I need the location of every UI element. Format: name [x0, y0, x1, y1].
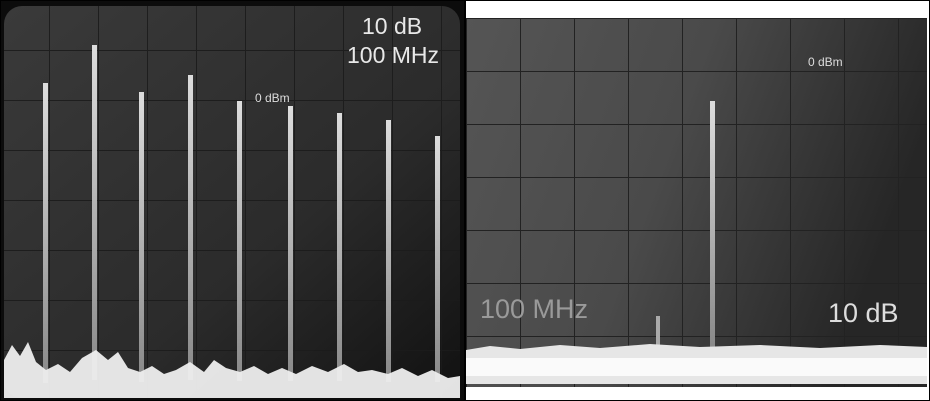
right-spike [710, 101, 715, 351]
left-spikes [43, 45, 440, 383]
right-noise-core [466, 358, 927, 376]
left-scale-label: 10 dB [362, 13, 422, 39]
left-panel: 10 dB 100 MHz 0 dBm [0, 0, 465, 401]
left-frequency-label: 100 MHz [347, 42, 439, 68]
right-grid [466, 18, 927, 387]
right-reference-label: 0 dBm [808, 55, 843, 69]
left-reference-label: 0 dBm [255, 91, 290, 105]
right-scale-label: 10 dB [828, 298, 899, 328]
left-grid [4, 6, 460, 398]
right-frequency-label: 100 MHz [480, 294, 588, 324]
right-panel: 0 dBm 100 MHz 10 dB [466, 0, 930, 401]
left-noise-floor [4, 342, 460, 398]
right-small-spike [656, 316, 660, 352]
divider [464, 0, 466, 401]
